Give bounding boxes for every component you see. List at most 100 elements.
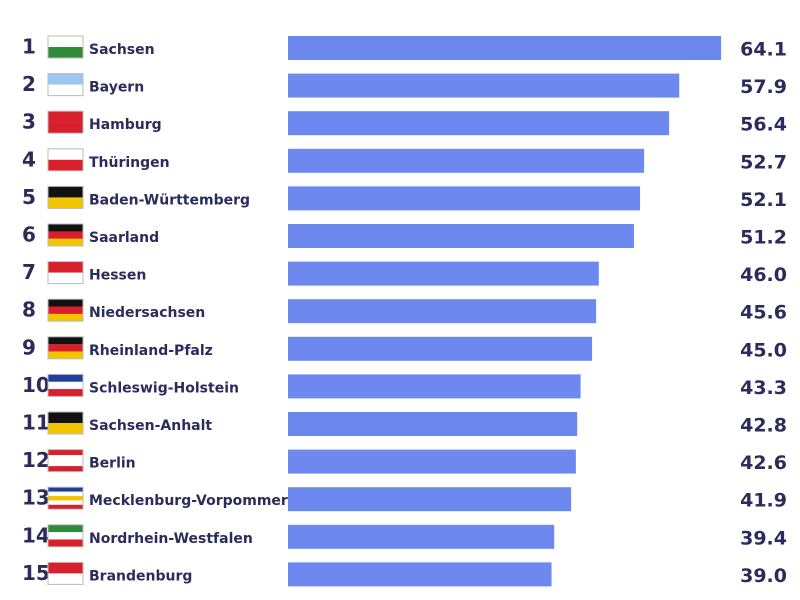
flag-stripe bbox=[48, 496, 83, 501]
flag-border bbox=[47, 373, 84, 397]
value-label: 45.0 bbox=[740, 339, 787, 361]
flag-stripe bbox=[48, 111, 83, 123]
state-name: Baden-Württemberg bbox=[89, 192, 250, 208]
value-label: 43.3 bbox=[740, 377, 787, 399]
flag-stripe bbox=[48, 539, 83, 547]
flag-stripe bbox=[48, 272, 83, 284]
flag-stripe bbox=[48, 460, 83, 467]
flag-border bbox=[47, 110, 84, 134]
flag-stripe bbox=[48, 389, 83, 397]
rank: 13 bbox=[22, 486, 50, 510]
value-label: 52.7 bbox=[740, 151, 787, 173]
state-name: Nordrhein-Westfalen bbox=[89, 531, 253, 547]
bar bbox=[288, 36, 722, 60]
flag-stripe bbox=[48, 299, 83, 307]
flag-stripe bbox=[48, 524, 83, 533]
rank: 5 bbox=[22, 185, 36, 209]
value-label: 45.6 bbox=[740, 302, 787, 324]
value-label: 39.0 bbox=[740, 565, 787, 587]
rank: 10 bbox=[22, 373, 50, 397]
flag-stripe bbox=[48, 412, 83, 424]
value-label: 41.9 bbox=[740, 490, 787, 512]
flag-border bbox=[47, 524, 84, 548]
value-label: 42.6 bbox=[740, 452, 787, 474]
bar bbox=[288, 449, 576, 474]
flag-stripe bbox=[48, 455, 83, 461]
bar bbox=[288, 487, 572, 512]
flag-stripe bbox=[48, 466, 83, 472]
flag-stripe bbox=[48, 73, 83, 85]
flag-border bbox=[47, 223, 84, 247]
state-name: Bayern bbox=[89, 80, 144, 96]
flag-stripe bbox=[48, 159, 83, 171]
flag bbox=[47, 148, 84, 172]
flag-stripe bbox=[48, 500, 83, 505]
flag-stripe bbox=[48, 47, 83, 59]
flag bbox=[47, 110, 84, 134]
flag-stripe bbox=[48, 504, 83, 510]
rank: 1 bbox=[22, 35, 36, 59]
flag bbox=[47, 336, 84, 360]
flag-stripe bbox=[48, 122, 83, 134]
flag bbox=[47, 561, 84, 585]
flag-stripe bbox=[48, 381, 83, 390]
flag-stripe bbox=[48, 224, 83, 232]
flag-stripe bbox=[48, 36, 83, 48]
flag-stripe bbox=[48, 562, 83, 574]
bar bbox=[288, 261, 599, 286]
bar bbox=[288, 148, 645, 173]
state-name: Sachsen-Anhalt bbox=[89, 418, 212, 434]
flag bbox=[47, 185, 84, 209]
flag-stripe bbox=[48, 148, 83, 160]
rank: 2 bbox=[22, 72, 36, 96]
state-name: Thüringen bbox=[89, 155, 170, 171]
rank: 12 bbox=[22, 448, 50, 472]
bar bbox=[288, 224, 634, 248]
flag-stripe bbox=[48, 532, 83, 540]
flag-stripe bbox=[48, 491, 83, 497]
flag-stripe bbox=[48, 186, 83, 198]
rank: 15 bbox=[22, 561, 50, 585]
bar bbox=[288, 412, 578, 436]
flag-stripe bbox=[48, 231, 83, 239]
state-name: Niedersachsen bbox=[89, 305, 205, 321]
flag-stripe bbox=[48, 449, 83, 456]
bar bbox=[288, 524, 555, 549]
bar bbox=[288, 73, 680, 98]
flag bbox=[47, 73, 84, 97]
rank: 8 bbox=[22, 298, 36, 322]
flag bbox=[47, 261, 84, 285]
value-label: 52.1 bbox=[740, 189, 787, 211]
flag-border bbox=[47, 185, 84, 209]
flag-border bbox=[47, 486, 84, 510]
state-name: Sachsen bbox=[89, 42, 155, 58]
flag-stripe bbox=[48, 374, 83, 382]
flag bbox=[47, 411, 84, 435]
flag bbox=[47, 35, 84, 59]
flag-stripe bbox=[48, 313, 83, 322]
bar bbox=[288, 299, 597, 324]
flag-border bbox=[47, 148, 84, 172]
state-name: Hessen bbox=[89, 268, 146, 284]
flag-border bbox=[47, 561, 84, 585]
state-name: Brandenburg bbox=[89, 568, 192, 584]
flag-stripe bbox=[48, 336, 83, 345]
flag-stripe bbox=[48, 423, 83, 435]
flag-border bbox=[47, 449, 84, 473]
flag-border bbox=[47, 336, 84, 360]
flag bbox=[47, 298, 84, 322]
rank: 11 bbox=[22, 411, 50, 435]
flag-stripe bbox=[48, 84, 83, 96]
rank: 4 bbox=[22, 147, 36, 171]
state-name: Mecklenburg-Vorpommern bbox=[89, 493, 298, 509]
flag-border bbox=[47, 261, 84, 285]
bar bbox=[288, 336, 593, 361]
flag bbox=[47, 524, 84, 548]
flag-stripe bbox=[48, 351, 83, 359]
value-label: 56.4 bbox=[740, 114, 787, 136]
value-label: 57.9 bbox=[740, 76, 787, 98]
rank: 3 bbox=[22, 110, 36, 134]
flag-stripe bbox=[48, 197, 83, 209]
state-name: Rheinland-Pfalz bbox=[89, 343, 213, 359]
